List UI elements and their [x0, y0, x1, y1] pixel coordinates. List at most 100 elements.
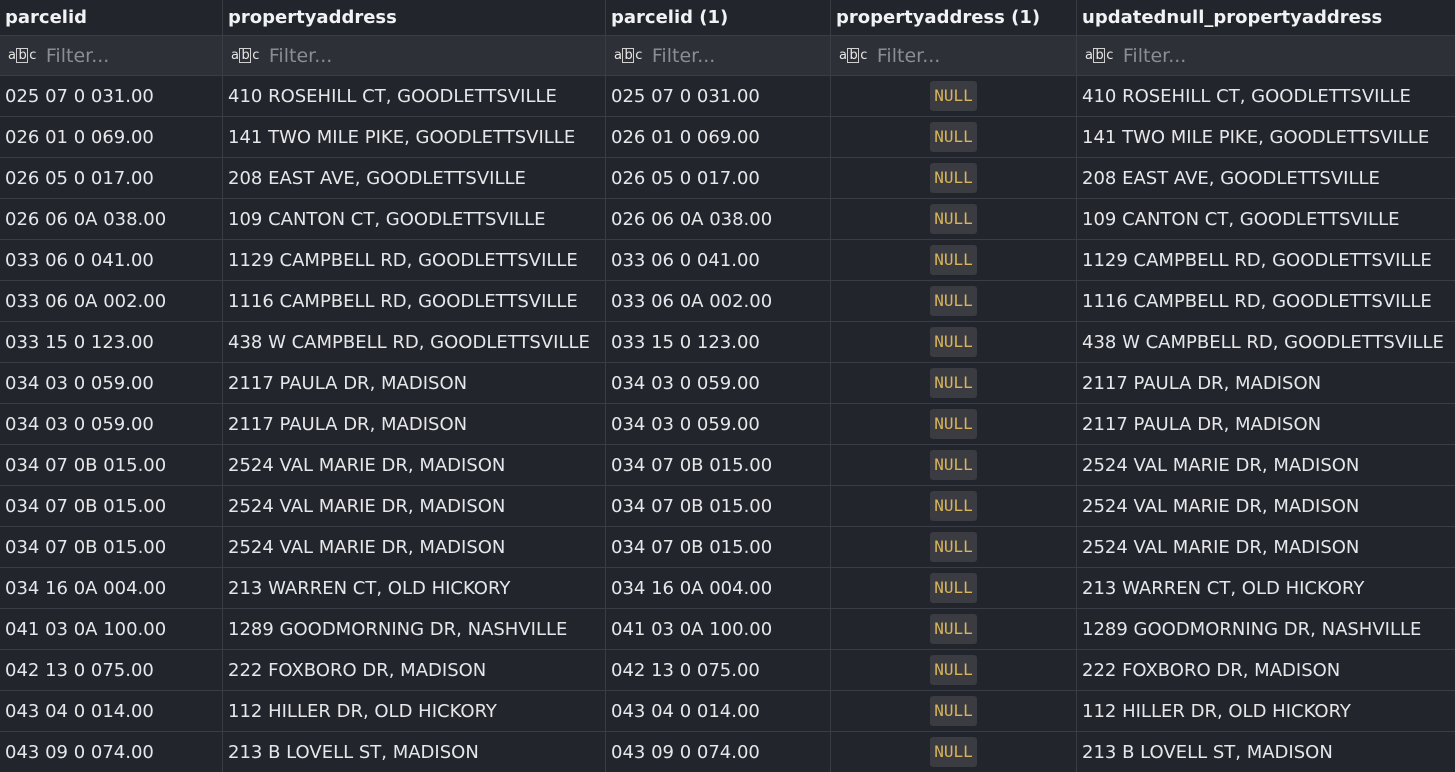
- column-header-updatednull-propertyaddress[interactable]: updatednull_propertyaddress: [1082, 7, 1383, 28]
- cell-updatednull-propertyaddress[interactable]: 1116 CAMPBELL RD, GOODLETTSVILLE: [1082, 290, 1432, 312]
- cell-parcelid-1[interactable]: 034 07 0B 015.00: [606, 527, 831, 567]
- cell-propertyaddress-1[interactable]: NULL: [831, 158, 1077, 198]
- cell-updatednull-propertyaddress[interactable]: 2524 VAL MARIE DR, MADISON: [1082, 536, 1360, 558]
- cell-updatednull-propertyaddress[interactable]: 213 B LOVELL ST, MADISON: [1082, 741, 1333, 763]
- filter-input-propertyaddress[interactable]: [268, 44, 419, 67]
- table-row[interactable]: 041 03 0A 100.00 1289 GOODMORNING DR, NAS…: [0, 609, 1455, 650]
- cell-parcelid[interactable]: 025 07 0 031.00: [0, 76, 223, 116]
- cell-propertyaddress-1[interactable]: NULL: [831, 650, 1077, 690]
- filter-input-parcelid[interactable]: [45, 44, 196, 67]
- cell-parcelid-1[interactable]: 034 07 0B 015.00: [606, 445, 831, 485]
- cell-parcelid[interactable]: 034 03 0 059.00: [0, 363, 223, 403]
- cell-parcelid-1[interactable]: 033 15 0 123.00: [606, 322, 831, 362]
- cell-parcelid-1[interactable]: 034 03 0 059.00: [606, 404, 831, 444]
- cell-parcelid-1[interactable]: 033 06 0A 002.00: [606, 281, 831, 321]
- cell-propertyaddress-1[interactable]: NULL: [831, 609, 1077, 649]
- cell-propertyaddress[interactable]: 2524 VAL MARIE DR, MADISON: [223, 486, 606, 526]
- cell-parcelid[interactable]: 034 07 0B 015.00: [0, 527, 223, 567]
- cell-updatednull-propertyaddress[interactable]: 213 WARREN CT, OLD HICKORY: [1082, 577, 1365, 599]
- cell-propertyaddress-1[interactable]: NULL: [831, 486, 1077, 526]
- cell-propertyaddress-1[interactable]: NULL: [831, 240, 1077, 280]
- table-row[interactable]: 034 16 0A 004.00 213 WARREN CT, OLD HICKO…: [0, 568, 1455, 609]
- cell-propertyaddress[interactable]: 222 FOXBORO DR, MADISON: [223, 650, 606, 690]
- cell-parcelid[interactable]: 043 04 0 014.00: [0, 691, 223, 731]
- cell-parcelid[interactable]: 041 03 0A 100.00: [0, 609, 223, 649]
- cell-propertyaddress[interactable]: 2117 PAULA DR, MADISON: [223, 404, 606, 444]
- cell-propertyaddress[interactable]: 2524 VAL MARIE DR, MADISON: [223, 445, 606, 485]
- table-row[interactable]: 026 01 0 069.00 141 TWO MILE PIKE, GOODLE…: [0, 117, 1455, 158]
- cell-parcelid-1[interactable]: 026 06 0A 038.00: [606, 199, 831, 239]
- cell-propertyaddress-1[interactable]: NULL: [831, 363, 1077, 403]
- cell-updatednull-propertyaddress[interactable]: 109 CANTON CT, GOODLETTSVILLE: [1082, 208, 1400, 230]
- table-row[interactable]: 034 07 0B 015.00 2524 VAL MARIE DR, MADIS…: [0, 486, 1455, 527]
- table-row[interactable]: 043 04 0 014.00 112 HILLER DR, OLD HICKOR…: [0, 691, 1455, 732]
- table-row[interactable]: 033 15 0 123.00 438 W CAMPBELL RD, GOODLE…: [0, 322, 1455, 363]
- cell-updatednull-propertyaddress[interactable]: 2524 VAL MARIE DR, MADISON: [1082, 454, 1360, 476]
- cell-propertyaddress-1[interactable]: NULL: [831, 732, 1077, 772]
- table-row[interactable]: 034 07 0B 015.00 2524 VAL MARIE DR, MADIS…: [0, 445, 1455, 486]
- cell-updatednull-propertyaddress[interactable]: 2117 PAULA DR, MADISON: [1082, 372, 1322, 394]
- cell-parcelid[interactable]: 042 13 0 075.00: [0, 650, 223, 690]
- table-row[interactable]: 034 03 0 059.00 2117 PAULA DR, MADISON 034…: [0, 404, 1455, 445]
- cell-propertyaddress-1[interactable]: NULL: [831, 527, 1077, 567]
- cell-parcelid[interactable]: 043 09 0 074.00: [0, 732, 223, 772]
- cell-parcelid[interactable]: 034 03 0 059.00: [0, 404, 223, 444]
- cell-propertyaddress-1[interactable]: NULL: [831, 281, 1077, 321]
- cell-propertyaddress[interactable]: 1116 CAMPBELL RD, GOODLETTSVILLE: [223, 281, 606, 321]
- cell-updatednull-propertyaddress[interactable]: 1129 CAMPBELL RD, GOODLETTSVILLE: [1082, 249, 1432, 271]
- cell-parcelid-1[interactable]: 025 07 0 031.00: [606, 76, 831, 116]
- column-header-parcelid[interactable]: parcelid: [0, 0, 223, 35]
- cell-parcelid-1[interactable]: 026 05 0 017.00: [606, 158, 831, 198]
- cell-parcelid-1[interactable]: 034 16 0A 004.00: [606, 568, 831, 608]
- cell-propertyaddress[interactable]: 438 W CAMPBELL RD, GOODLETTSVILLE: [223, 322, 606, 362]
- cell-propertyaddress[interactable]: 410 ROSEHILL CT, GOODLETTSVILLE: [223, 76, 606, 116]
- cell-parcelid-1[interactable]: 043 04 0 014.00: [606, 691, 831, 731]
- cell-propertyaddress[interactable]: 1289 GOODMORNING DR, NASHVILLE: [223, 609, 606, 649]
- cell-parcelid[interactable]: 026 05 0 017.00: [0, 158, 223, 198]
- column-header-propertyaddress[interactable]: propertyaddress: [223, 0, 606, 35]
- cell-propertyaddress-1[interactable]: NULL: [831, 404, 1077, 444]
- cell-parcelid[interactable]: 026 01 0 069.00: [0, 117, 223, 157]
- cell-parcelid[interactable]: 033 06 0 041.00: [0, 240, 223, 280]
- cell-parcelid[interactable]: 033 06 0A 002.00: [0, 281, 223, 321]
- filter-input-parcelid-1[interactable]: [651, 44, 802, 67]
- table-row[interactable]: 042 13 0 075.00 222 FOXBORO DR, MADISON 04…: [0, 650, 1455, 691]
- cell-parcelid-1[interactable]: 033 06 0 041.00: [606, 240, 831, 280]
- cell-propertyaddress-1[interactable]: NULL: [831, 117, 1077, 157]
- cell-parcelid-1[interactable]: 042 13 0 075.00: [606, 650, 831, 690]
- table-row[interactable]: 033 06 0 041.00 1129 CAMPBELL RD, GOODLET…: [0, 240, 1455, 281]
- filter-input-propertyaddress-1[interactable]: [876, 44, 1027, 67]
- table-row[interactable]: 034 03 0 059.00 2117 PAULA DR, MADISON 034…: [0, 363, 1455, 404]
- table-row[interactable]: 026 05 0 017.00 208 EAST AVE, GOODLETTSVI…: [0, 158, 1455, 199]
- cell-propertyaddress-1[interactable]: NULL: [831, 199, 1077, 239]
- cell-parcelid-1[interactable]: 041 03 0A 100.00: [606, 609, 831, 649]
- column-header-parcelid-1[interactable]: parcelid (1): [606, 0, 831, 35]
- table-row[interactable]: 033 06 0A 002.00 1116 CAMPBELL RD, GOODLE…: [0, 281, 1455, 322]
- cell-propertyaddress-1[interactable]: NULL: [831, 445, 1077, 485]
- filter-input-updatednull-propertyaddress[interactable]: [1122, 44, 1273, 67]
- cell-propertyaddress-1[interactable]: NULL: [831, 76, 1077, 116]
- cell-propertyaddress[interactable]: 2524 VAL MARIE DR, MADISON: [223, 527, 606, 567]
- cell-updatednull-propertyaddress[interactable]: 2524 VAL MARIE DR, MADISON: [1082, 495, 1360, 517]
- cell-propertyaddress-1[interactable]: NULL: [831, 568, 1077, 608]
- cell-propertyaddress[interactable]: 109 CANTON CT, GOODLETTSVILLE: [223, 199, 606, 239]
- cell-updatednull-propertyaddress[interactable]: 208 EAST AVE, GOODLETTSVILLE: [1082, 167, 1380, 189]
- cell-parcelid[interactable]: 033 15 0 123.00: [0, 322, 223, 362]
- cell-updatednull-propertyaddress[interactable]: 2117 PAULA DR, MADISON: [1082, 413, 1322, 435]
- cell-propertyaddress[interactable]: 1129 CAMPBELL RD, GOODLETTSVILLE: [223, 240, 606, 280]
- cell-propertyaddress[interactable]: 112 HILLER DR, OLD HICKORY: [223, 691, 606, 731]
- table-row[interactable]: 026 06 0A 038.00 109 CANTON CT, GOODLETTS…: [0, 199, 1455, 240]
- cell-parcelid-1[interactable]: 026 01 0 069.00: [606, 117, 831, 157]
- table-row[interactable]: 034 07 0B 015.00 2524 VAL MARIE DR, MADIS…: [0, 527, 1455, 568]
- cell-propertyaddress-1[interactable]: NULL: [831, 322, 1077, 362]
- cell-updatednull-propertyaddress[interactable]: 112 HILLER DR, OLD HICKORY: [1082, 700, 1351, 722]
- cell-parcelid-1[interactable]: 034 07 0B 015.00: [606, 486, 831, 526]
- cell-parcelid-1[interactable]: 043 09 0 074.00: [606, 732, 831, 772]
- cell-parcelid[interactable]: 034 16 0A 004.00: [0, 568, 223, 608]
- cell-propertyaddress[interactable]: 141 TWO MILE PIKE, GOODLETTSVILLE: [223, 117, 606, 157]
- cell-updatednull-propertyaddress[interactable]: 141 TWO MILE PIKE, GOODLETTSVILLE: [1082, 126, 1430, 148]
- cell-updatednull-propertyaddress[interactable]: 1289 GOODMORNING DR, NASHVILLE: [1082, 618, 1422, 640]
- cell-propertyaddress[interactable]: 208 EAST AVE, GOODLETTSVILLE: [223, 158, 606, 198]
- table-row[interactable]: 043 09 0 074.00 213 B LOVELL ST, MADISON 0…: [0, 732, 1455, 772]
- column-header-propertyaddress-1[interactable]: propertyaddress (1): [831, 0, 1077, 35]
